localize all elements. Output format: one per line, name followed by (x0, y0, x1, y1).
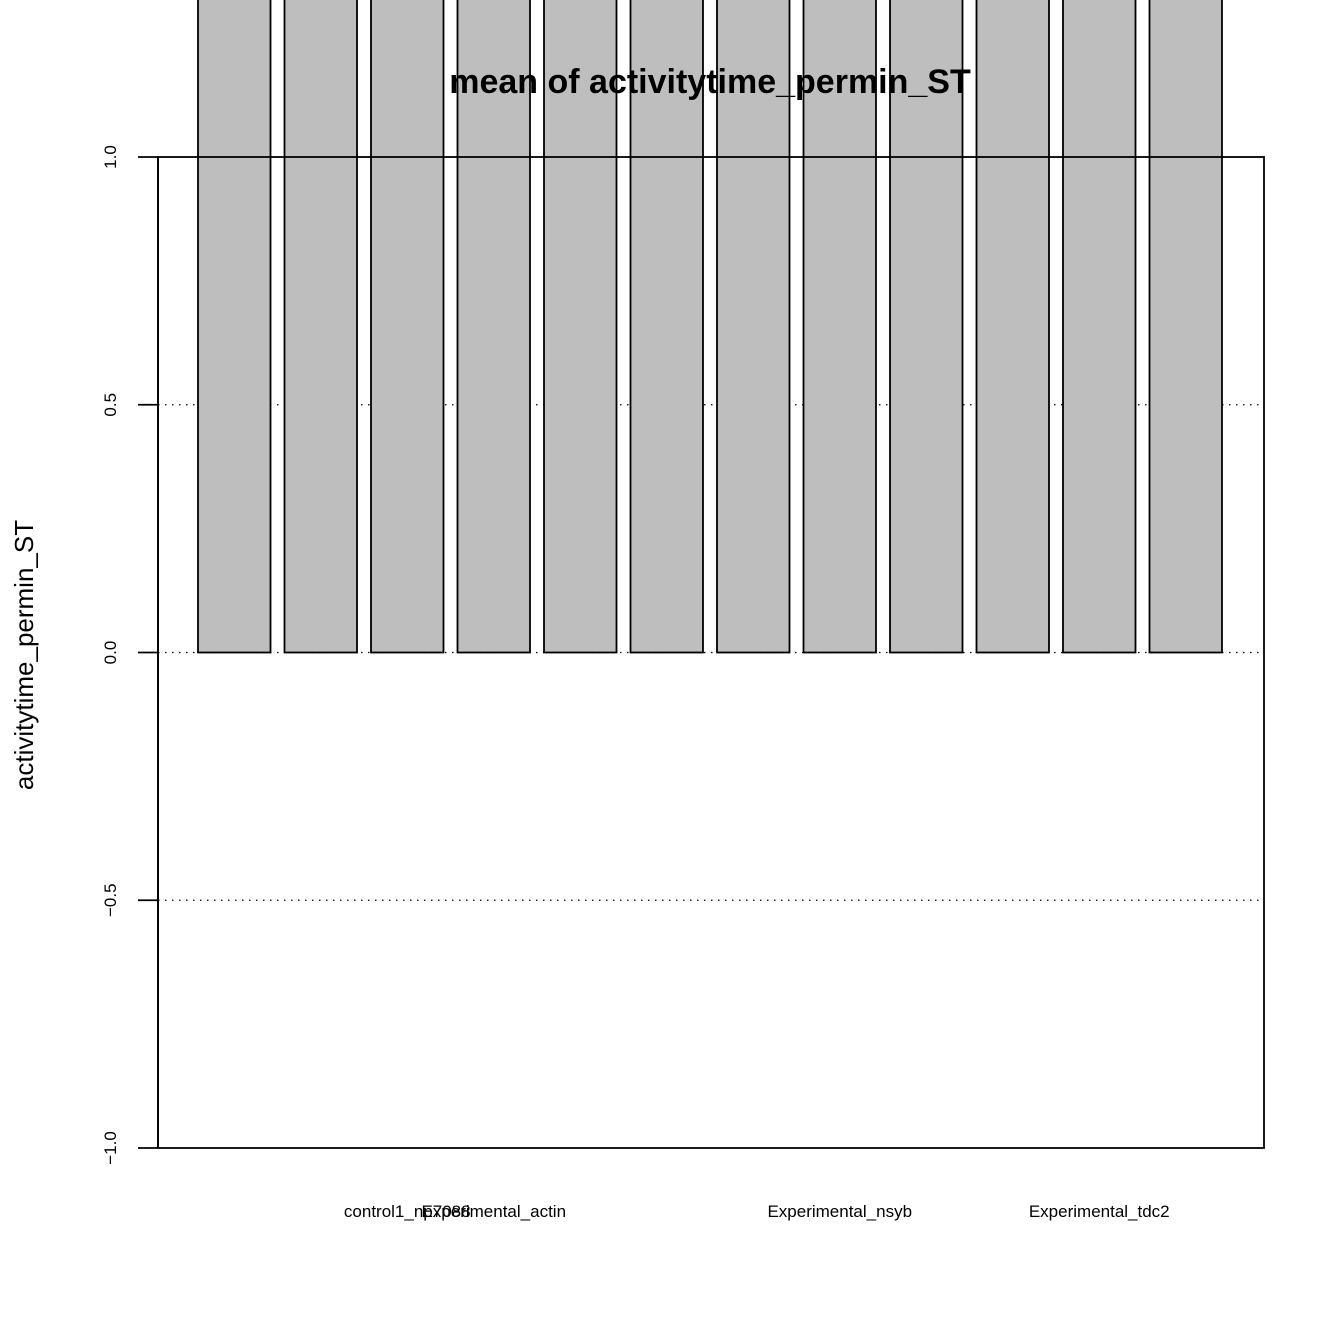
bar (1148, 0, 1223, 654)
bar (197, 0, 272, 654)
y-axis: −1.0 −0.5 0.0 0.5 1.0 (101, 145, 159, 1165)
category-label: Experimental_tdc2 (1029, 1202, 1170, 1221)
y-tick-label: 1.0 (101, 145, 120, 169)
bar (629, 0, 704, 654)
y-tick-label: 0.5 (101, 393, 120, 417)
grid-lines (158, 404, 1264, 901)
bar (283, 0, 358, 654)
y-axis-label: activitytime_permin_ST (9, 520, 39, 790)
bar (975, 0, 1050, 654)
bar (716, 0, 791, 654)
bar (543, 0, 618, 654)
y-tick-label: −1.0 (101, 1131, 120, 1165)
category-label: Experimental_nsyb (767, 1202, 912, 1221)
bars (197, 0, 1223, 654)
bar (456, 0, 531, 654)
y-tick-label: 0.0 (101, 641, 120, 665)
bar (1062, 0, 1137, 654)
category-label: control1_np7088 (344, 1202, 471, 1221)
y-tick-label: −0.5 (101, 883, 120, 917)
bar (889, 0, 964, 654)
category-label: Experimental_actin (421, 1202, 566, 1221)
chart-title: mean of activitytime_permin_ST (449, 63, 971, 101)
bar (370, 0, 445, 654)
bar (802, 0, 877, 654)
